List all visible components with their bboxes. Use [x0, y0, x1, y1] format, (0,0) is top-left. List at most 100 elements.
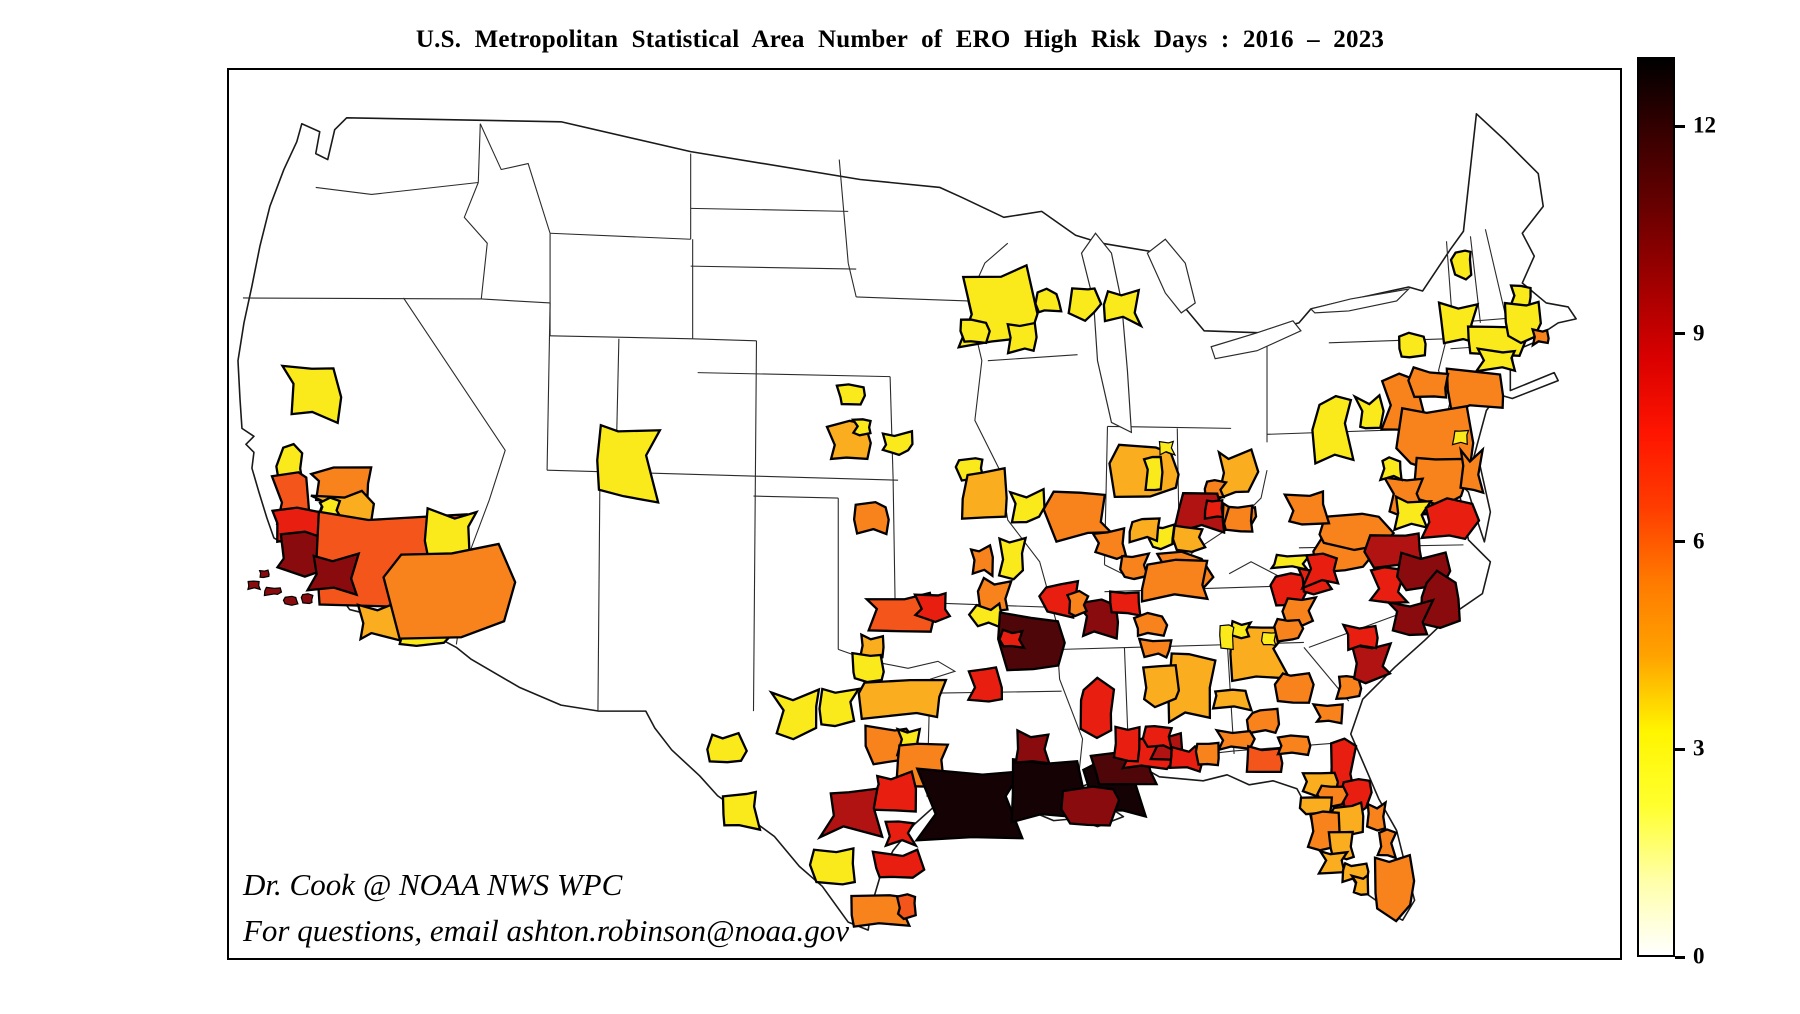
metro-area-region	[852, 500, 890, 536]
metro-area-regions	[247, 249, 1550, 928]
state-border-line	[987, 354, 1078, 362]
metro-area-region	[247, 580, 262, 591]
state-border-line	[752, 340, 758, 712]
state-border-line	[690, 207, 849, 212]
metro-area-region	[1341, 623, 1379, 652]
metro-area-region	[1091, 526, 1128, 561]
metro-area-region	[1451, 429, 1470, 446]
metro-area-region	[1449, 249, 1473, 281]
metro-area-region	[1006, 321, 1038, 355]
state-border-line	[1484, 229, 1507, 320]
metro-area-region	[857, 678, 948, 721]
metro-area-region	[1245, 707, 1281, 735]
state-border-line	[546, 302, 551, 471]
state-border-line	[690, 265, 857, 270]
colorbar-tick-label: 3	[1693, 735, 1705, 761]
state-border-line	[479, 123, 551, 234]
state-border-line	[889, 376, 894, 479]
metro-area-region	[1378, 456, 1403, 482]
state-border-line	[856, 296, 968, 302]
state-border-line	[242, 297, 551, 304]
metro-area-region	[1222, 504, 1254, 533]
metro-area-region	[1260, 631, 1277, 647]
metro-area-region	[976, 576, 1013, 613]
metro-area-region	[1397, 331, 1427, 359]
metro-area-region	[1376, 828, 1398, 860]
metro-area-region	[258, 569, 270, 579]
metro-area-region	[1311, 394, 1355, 466]
state-border-line	[697, 372, 891, 378]
metro-area-region	[895, 893, 917, 921]
metro-area-region	[816, 787, 884, 841]
metro-area-region	[1419, 497, 1481, 541]
metro-area-region	[1203, 498, 1225, 521]
metro-area-region	[1365, 800, 1388, 832]
metro-area-region	[1407, 365, 1450, 399]
metro-area-region	[721, 790, 762, 832]
colorbar-tick-label: 6	[1693, 528, 1705, 554]
colorbar-tick-label: 0	[1693, 943, 1705, 969]
metro-area-region	[997, 536, 1028, 581]
colorbar-tickmark	[1675, 332, 1685, 336]
metro-area-region	[1102, 288, 1144, 329]
metro-area-region	[1109, 590, 1142, 617]
metro-area-region	[966, 666, 1004, 703]
metro-area-region	[1473, 347, 1517, 373]
metro-area-region	[1281, 595, 1319, 627]
metro-area-region	[959, 318, 991, 345]
metro-area-region	[969, 543, 994, 578]
figure-title: U.S. Metropolitan Statistical Area Numbe…	[415, 26, 1385, 53]
metro-area-region	[1034, 287, 1063, 314]
metro-area-region	[883, 820, 919, 848]
state-border-line	[477, 123, 481, 183]
lake-shape	[1146, 238, 1196, 314]
metro-area-region	[300, 593, 314, 605]
metro-area-region	[1459, 446, 1485, 495]
metro-area-region	[1229, 619, 1253, 640]
metro-area-region	[914, 767, 1025, 842]
metro-area-region	[1171, 524, 1207, 553]
metro-area-region	[998, 628, 1027, 650]
metro-area-region	[850, 418, 872, 437]
state-border-line	[315, 181, 479, 195]
metro-area-region	[263, 586, 283, 597]
great-lakes	[1080, 232, 1411, 434]
state-border-line	[597, 476, 601, 712]
metro-area-region	[1530, 327, 1550, 348]
metro-area-region	[280, 364, 343, 425]
contact-line: For questions, email ashton.robinson@noa…	[243, 913, 850, 948]
state-border-line	[550, 335, 693, 340]
metro-area-region	[960, 466, 1008, 520]
metro-area-region	[808, 846, 857, 886]
metro-area-region	[1008, 487, 1046, 524]
metro-area-region	[997, 611, 1066, 672]
metro-area-region	[1300, 552, 1340, 591]
metro-area-region	[1211, 688, 1254, 712]
metro-area-region	[881, 429, 914, 457]
metro-area-region	[282, 595, 299, 606]
state-border-line	[756, 475, 899, 481]
metro-area-region	[1373, 853, 1416, 923]
state-border-line	[1328, 338, 1447, 344]
metro-area-region	[1350, 641, 1393, 685]
colorbar	[1637, 57, 1675, 957]
metro-area-region	[1385, 598, 1436, 637]
metro-area-region	[1311, 702, 1344, 725]
state-border-line	[1469, 236, 1481, 323]
metro-area-region	[1014, 728, 1051, 765]
state-border-line	[847, 263, 857, 298]
metro-area-region	[1167, 652, 1217, 725]
metro-area-region	[1140, 558, 1210, 603]
colorbar-tick-label: 12	[1693, 112, 1716, 138]
metro-area-region	[1245, 744, 1284, 773]
metro-area-region	[1349, 872, 1370, 896]
metro-area-region	[1282, 489, 1331, 526]
metro-area-region	[1158, 440, 1177, 457]
us-choropleth-map	[237, 113, 1577, 931]
metro-area-region	[1141, 664, 1181, 709]
metro-area-region	[1142, 455, 1164, 492]
lake-shape	[1309, 288, 1411, 314]
metro-area-region	[913, 591, 952, 624]
metro-area-region	[382, 542, 517, 640]
metro-area-region	[1352, 393, 1385, 430]
